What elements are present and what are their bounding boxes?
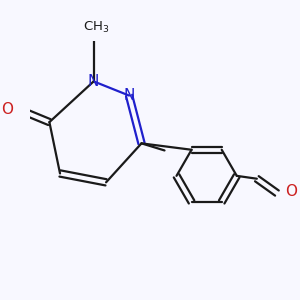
Text: N: N (123, 88, 135, 103)
Text: CH$_3$: CH$_3$ (83, 20, 110, 35)
Text: O: O (286, 184, 298, 199)
Text: O: O (2, 102, 14, 117)
Text: N: N (88, 74, 99, 89)
